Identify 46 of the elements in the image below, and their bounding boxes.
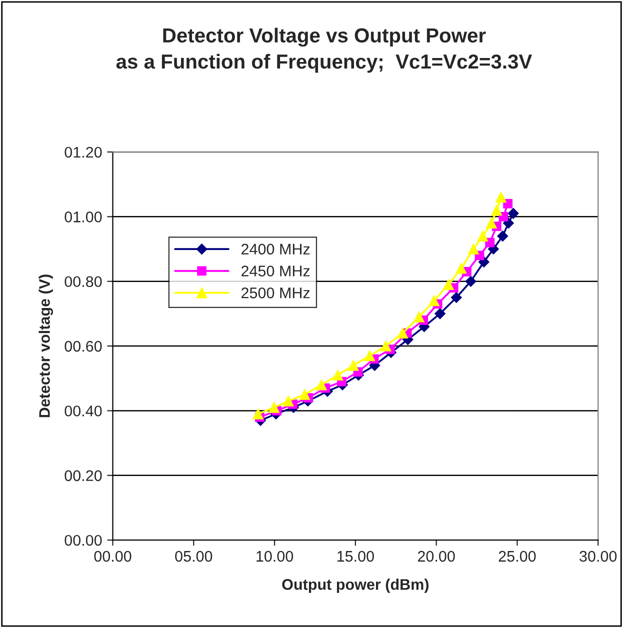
chart-title: Detector Voltage vs Output Power as a Function of Frequency; Vc1=Vc2=3.3V (116, 28, 532, 73)
point (380, 340, 392, 352)
point (496, 192, 506, 203)
point (364, 350, 376, 362)
point (465, 276, 476, 287)
point (491, 204, 502, 216)
point (478, 256, 490, 268)
y-tick-label: 01.20 (64, 146, 102, 158)
point (299, 389, 310, 400)
legend-label: 2450 MHz (242, 266, 310, 276)
x-axis-title: Output power (dBm) (282, 578, 428, 593)
y-tick-label: 00.40 (64, 406, 102, 416)
legend-label: 2500 MHz (242, 288, 310, 298)
y-tick-label: 00.00 (64, 534, 102, 546)
point (348, 360, 359, 371)
point (397, 328, 408, 338)
x-tick-label: 10.00 (256, 550, 294, 562)
point (252, 408, 264, 420)
point (434, 308, 446, 320)
x-tick-label: 30.00 (580, 550, 617, 562)
x-tick-label: 15.00 (337, 550, 374, 562)
point (332, 370, 344, 381)
point (486, 218, 497, 229)
y-tick-label: 00.20 (64, 470, 102, 482)
point (477, 230, 488, 242)
point (414, 312, 424, 322)
y-tick-label: 00.80 (64, 276, 102, 288)
point (497, 230, 508, 242)
x-tick-label: 25.00 (498, 550, 536, 562)
y-tick-label: 00.60 (64, 340, 102, 352)
x-tick-label: 20.00 (418, 550, 455, 562)
point (443, 279, 454, 290)
x-tick-label: 00.00 (94, 550, 132, 562)
point (456, 263, 467, 274)
point (508, 208, 519, 219)
point (450, 292, 462, 303)
x-tick-label: 05.00 (175, 550, 212, 562)
y-axis-title: Detector voltage (V) (38, 274, 54, 418)
point (282, 396, 294, 406)
point (468, 244, 479, 254)
y-tick-label: 01.00 (64, 212, 102, 222)
legend-label: 2400 MHz (242, 244, 310, 255)
point (503, 218, 514, 229)
point (428, 295, 440, 306)
point (316, 379, 327, 390)
point (268, 402, 280, 413)
